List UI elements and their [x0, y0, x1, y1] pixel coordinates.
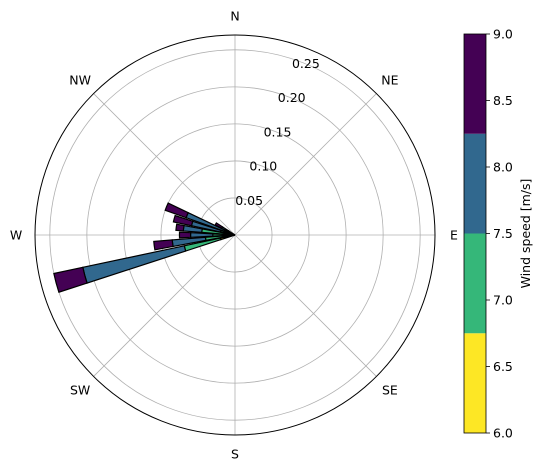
- direction-label: SE: [382, 382, 398, 397]
- wind-bar-segment: [164, 202, 190, 219]
- colorbar-segment: [464, 133, 486, 234]
- wind-bar-segment: [172, 214, 194, 227]
- grid-spoke: [93, 234, 236, 377]
- wind-bar-segment: [82, 245, 187, 284]
- direction-label: NE: [381, 73, 398, 88]
- polar-frame: [34, 34, 436, 436]
- grid-spoke: [93, 93, 236, 236]
- direction-label: S: [231, 447, 239, 462]
- wind-bars: [53, 202, 236, 293]
- colorbar-tick-label: 7.0: [493, 293, 513, 308]
- colorbar-segment: [464, 34, 486, 134]
- colorbar-tick-label: 7.5: [493, 226, 513, 241]
- radial-tick-label: 0.15: [264, 124, 292, 139]
- radial-tick-label: 0.20: [278, 90, 306, 105]
- grid-spoke: [234, 234, 377, 377]
- wind-bar-segment: [53, 266, 88, 293]
- direction-label: E: [450, 228, 458, 243]
- colorbar-segment: [464, 233, 486, 334]
- colorbar-tick-label: 8.5: [493, 93, 513, 108]
- radial-tick-labels: 0.05 0.10 0.15 0.20 0.25: [235, 56, 320, 208]
- colorbar-tick-label: 6.0: [493, 426, 513, 441]
- colorbar-tick-label: 9.0: [493, 27, 513, 42]
- direction-label: N: [230, 9, 239, 24]
- colorbar-segment: [464, 333, 486, 433]
- radial-tick-label: 0.05: [235, 193, 263, 208]
- colorbar-tick-label: 8.0: [493, 160, 513, 175]
- radial-tick-label: 0.25: [292, 56, 320, 71]
- colorbar: 6.0 6.5 7.0 7.5 8.0 8.5 9.0 Wind speed [m/s]: [463, 27, 533, 441]
- direction-labels: N NE E SE S SW W NW: [10, 9, 458, 462]
- colorbar-tick-label: 6.5: [493, 359, 513, 374]
- wind-bar-segment: [153, 239, 174, 251]
- direction-label: SW: [70, 382, 90, 397]
- wind-bar-segment: [214, 222, 224, 230]
- wind-bar-segment: [178, 231, 192, 239]
- direction-label: NW: [69, 73, 91, 88]
- direction-label: W: [10, 228, 22, 243]
- wind-bar-segment: [175, 223, 185, 232]
- colorbar-label: Wind speed [m/s]: [518, 179, 533, 289]
- radial-tick-label: 0.10: [249, 159, 277, 174]
- grid-spoke: [234, 93, 377, 236]
